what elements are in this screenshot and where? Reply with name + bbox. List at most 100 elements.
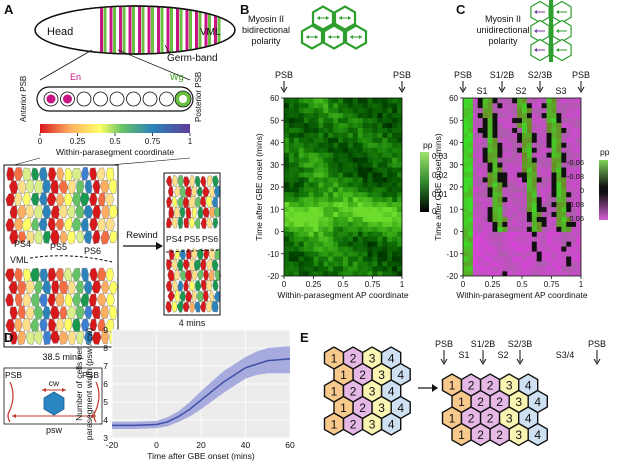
e-marker-label: S1/2B xyxy=(471,339,496,349)
hex-cell-label: 2 xyxy=(359,401,366,415)
head-label: Head xyxy=(47,26,73,38)
d-y-axis-label: Number of cells perparasegment width (ps… xyxy=(74,328,94,441)
hex-cell-label: 3 xyxy=(378,401,385,415)
cb-c-t1: -0.03 xyxy=(567,172,584,181)
panel-letter-c: C xyxy=(456,2,466,17)
panel-letter-b: B xyxy=(240,2,249,17)
c-title-2: unidirectional xyxy=(476,25,529,35)
hex-cell-label: 2 xyxy=(350,418,357,432)
d-xtick: 20 xyxy=(196,440,206,450)
ytick-label: -10 xyxy=(267,250,279,259)
cb-b-t1: 0.02 xyxy=(432,171,448,180)
d-psb-left: PSB xyxy=(5,370,22,380)
rainbow-colorbar xyxy=(40,124,190,133)
hex-cell-label: 2 xyxy=(350,352,357,366)
ytick-label: 0 xyxy=(275,228,280,237)
xtick-label: 0.25 xyxy=(485,280,501,289)
x-axis-label: Within-parasegment AP coordinate xyxy=(456,290,587,300)
d-ytick: 7 xyxy=(103,361,108,371)
ytick-label: -20 xyxy=(446,272,458,281)
hex-cell-label: 2 xyxy=(359,368,366,382)
b-title-1: Myosin II xyxy=(248,14,284,24)
b-psb-left: PSB xyxy=(275,70,293,80)
ytick-label: -20 xyxy=(267,272,279,281)
embryo-schematic xyxy=(34,5,236,55)
hex-cell-label: 3 xyxy=(506,412,513,426)
b-title-2: bidirectional xyxy=(242,25,290,35)
hex-cell-label: 1 xyxy=(449,412,456,426)
colorbar-c-label: pp xyxy=(600,147,610,157)
unidirectional-hex-schematic xyxy=(530,0,572,62)
hex-cell-label: 1 xyxy=(331,352,338,366)
posterior-psb-label: Posterior PSB xyxy=(194,72,203,122)
cb-b-t3: 0 xyxy=(432,207,437,216)
panel-letter-a: A xyxy=(4,2,14,17)
vml-label: VML xyxy=(200,27,221,38)
d-ytick: 9 xyxy=(103,325,108,335)
germ-band-label: Germ-band xyxy=(167,53,218,64)
heatmap-c xyxy=(463,98,581,276)
c-marker-label: PSB xyxy=(572,70,590,80)
d-xtick: 40 xyxy=(241,440,251,450)
colorbar-b-label: pp xyxy=(423,140,433,150)
hex-cell-label: 2 xyxy=(468,412,475,426)
tissue-38-5-mins xyxy=(4,167,119,346)
ytick-label: 10 xyxy=(449,205,458,214)
ps5-label: PS5 xyxy=(50,242,67,252)
bidirectional-hex-schematic xyxy=(300,5,368,50)
ps4-label: PS4 xyxy=(14,239,31,249)
xtick-label: 0 xyxy=(282,280,287,289)
hex-cell-label: 3 xyxy=(515,395,522,409)
hex-cell-label: 2 xyxy=(487,379,494,393)
hex-cell-label: 4 xyxy=(388,418,395,432)
hex-cell-label: 3 xyxy=(369,352,376,366)
hex-cell-label: 4 xyxy=(525,412,532,426)
ytick-label: 10 xyxy=(270,205,279,214)
ps6-label: PS6 xyxy=(84,246,101,256)
y-axis-label: Time after GBE onset (mins) xyxy=(433,133,443,241)
ytick-label: 20 xyxy=(270,183,279,192)
d-ytick: 3 xyxy=(103,433,108,443)
b-psb-right: PSB xyxy=(393,70,411,80)
a-cb-tick-1: 0.25 xyxy=(70,137,86,146)
ytick-label: 0 xyxy=(454,228,459,237)
colorbar-label: Within-parasegment coordinate xyxy=(56,147,174,157)
hex-cell-label: 1 xyxy=(331,418,338,432)
d-xtick: 60 xyxy=(285,440,295,450)
xtick-label: 0 xyxy=(461,280,466,289)
c-title-3: polarity xyxy=(488,36,518,46)
hex-cell-label: 2 xyxy=(487,412,494,426)
confidence-band xyxy=(112,346,290,429)
c-segment-label: S1 xyxy=(476,86,487,96)
hex-cell-label: 2 xyxy=(496,395,503,409)
cb-c-t3: 0.03 xyxy=(569,200,584,209)
ytick-label: 30 xyxy=(449,161,458,170)
a-cb-tick-3: 0.75 xyxy=(145,137,161,146)
d-ytick: 8 xyxy=(103,343,108,353)
e-segment-label: S3/4 xyxy=(556,350,575,360)
vml-tissue-label: VML xyxy=(10,255,29,265)
cb-b-t2: 0.01 xyxy=(432,190,448,199)
hex-cell-label: 4 xyxy=(534,395,541,409)
hex-cell-label: 3 xyxy=(506,379,513,393)
colorbar-b xyxy=(420,152,429,212)
d-xtick: -20 xyxy=(106,440,119,450)
en-label: En xyxy=(70,72,81,82)
ps6-right-label: PS6 xyxy=(202,234,218,244)
cb-b-t0: 0.03 xyxy=(432,152,448,161)
e-marker-label: S2/3B xyxy=(508,339,533,349)
cb-c-t4: 0.06 xyxy=(569,214,584,223)
ytick-label: 40 xyxy=(270,139,279,148)
hex-cell-label: 4 xyxy=(388,385,395,399)
tissue-4-mins xyxy=(165,174,222,313)
xtick-label: 0.75 xyxy=(365,280,381,289)
hex-cell-label: 4 xyxy=(397,401,404,415)
a-cb-tick-0: 0 xyxy=(38,137,43,146)
c-segment-label: S2 xyxy=(515,86,526,96)
b-title-3: polarity xyxy=(251,36,281,46)
ytick-label: 40 xyxy=(449,139,458,148)
hex-cell-label: 3 xyxy=(378,368,385,382)
d-psb-right: PSB xyxy=(82,370,99,380)
xtick-label: 1 xyxy=(400,280,405,289)
line-chart-d: 3 4 5 6 7 8 9 -20 0 20 40 60 Time after GBE onset (m… xyxy=(74,325,295,461)
